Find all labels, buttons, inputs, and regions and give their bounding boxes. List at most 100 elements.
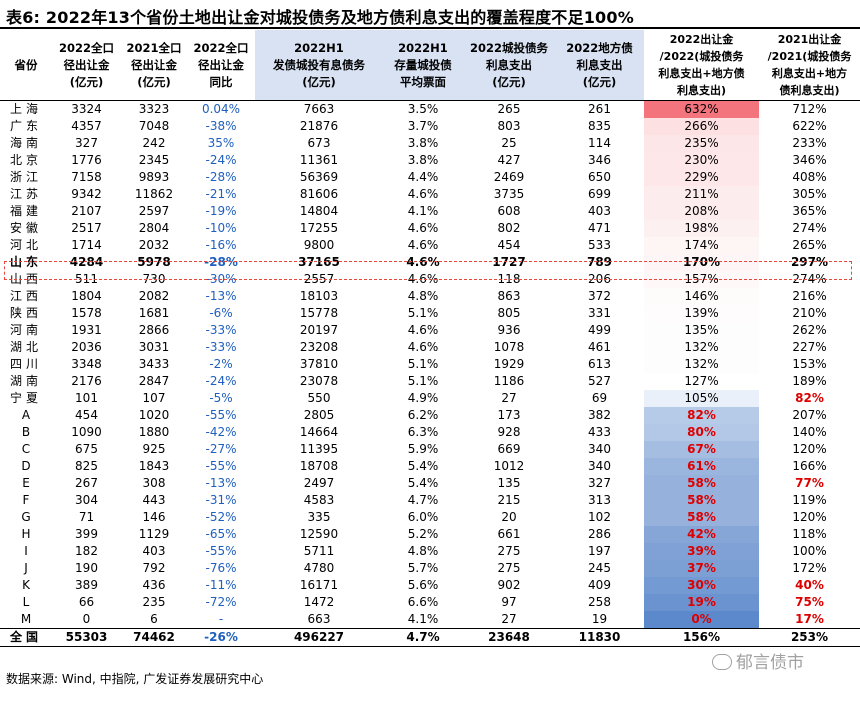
table-cell: 25 [501,136,517,150]
table-cell: -6% [209,306,233,320]
table-cell: -30% [205,272,237,286]
table-cell: 河南 [9,323,42,337]
table-cell: 172% [792,561,827,575]
table-cell: 675 [75,442,98,456]
table-cell: 2557 [303,272,335,286]
table-cell: 499 [588,323,611,337]
table-cell: 1931 [71,323,102,337]
table-cell: 2345 [138,153,170,167]
table-cell: 119% [792,493,827,507]
table-cell: 802 [497,221,521,235]
table-cell: -76% [205,561,237,575]
table-cell: 20197 [299,323,339,337]
table-row: 全国 55303 74462 -26% 496227 4.7% 23648 11830 156%… [0,628,860,647]
table-cell: 1129 [138,527,170,541]
table-cell: 803 [497,119,521,133]
col-header-yoy: 2022全口 径出让金 同比 [187,30,255,101]
table-cell: 146 [142,510,166,524]
table-cell: 6.2% [407,408,439,422]
table-cell: 105% [644,390,759,407]
table-body: 上海 3324 3323 0.04% 7663 3.5% 265 261 632% 712% 广东 4… [0,100,860,647]
table-cell: 5.1% [407,357,439,371]
table-cell: 118% [792,527,827,541]
coverage-table: 省份 2022全口 径出让金 (亿元) 2021全口 径出让金 (亿元) 2022全口径… [0,30,860,647]
table-cell: 河北 [9,238,42,252]
table-cell: 2805 [303,408,335,422]
table-cell: 399 [75,527,98,541]
table-row: 四川 3348 3433 -2% 37810 5.1% 1929 613 132% 153% [0,356,860,373]
table-cell: 4.6% [406,255,440,269]
table-cell: K [22,578,30,592]
table-cell: 27 [501,612,517,626]
table-cell: 3.8% [407,136,439,150]
table-cell: 18103 [299,289,339,303]
table-cell: 389 [75,578,98,592]
table-cell: -5% [209,391,233,405]
table-cell: 20 [501,510,517,524]
table-cell: 382 [588,408,611,422]
table-cell: 511 [75,272,98,286]
table-row: E 267 308 -13% 2497 5.4% 135 327 58% 77% [0,475,860,492]
table-cell: 7663 [303,102,335,116]
table-cell: 496227 [255,628,383,647]
table-cell: 69 [591,391,608,405]
table-cell: 229% [644,169,759,186]
table-cell: 7048 [138,119,170,133]
table-cell: 206 [588,272,611,286]
table-cell: 227% [792,340,827,354]
table-cell: 346 [588,153,611,167]
table-cell: 4.8% [407,289,439,303]
table-cell: 19 [591,612,608,626]
table-cell: D [21,459,31,473]
table-cell: 4.4% [407,170,439,184]
watermark: 郁言债市 [712,648,804,673]
table-cell: 1929 [493,357,525,371]
table-cell: 3323 [138,102,170,116]
table-cell: 156% [644,628,759,647]
table-cell: 198% [644,220,759,237]
table-row: 北京 1776 2345 -24% 11361 3.8% 427 346 230% 346% [0,152,860,169]
table-cell: 127% [644,373,759,390]
table-cell: 9800 [303,238,335,252]
table-cell: 100% [792,544,827,558]
table-cell: 5.9% [407,442,439,456]
table-cell: 58% [644,509,759,526]
table-cell: 608 [497,204,521,218]
table-cell: 61% [644,458,759,475]
table-cell: 5711 [303,544,335,558]
table-cell: 286 [588,527,611,541]
table-cell: 211% [644,186,759,203]
table-cell: 2597 [138,204,170,218]
table-row: 陕西 1578 1681 -6% 15778 5.1% 805 331 139% 210% [0,305,860,322]
table-cell: 120% [792,510,827,524]
table-cell: 265% [792,238,827,252]
table-cell: 2804 [138,221,170,235]
table-cell: -65% [205,527,237,541]
table-cell: J [24,561,28,575]
table-title: 表6: 2022年13个省份土地出让金对城投债务及地方债利息支出的覆盖程度不足1… [6,8,634,27]
table-cell: 82% [795,391,824,405]
table-cell: -11% [205,578,237,592]
table-cell: F [22,493,30,507]
table-cell: 11862 [134,187,174,201]
table-cell: 4.6% [407,323,439,337]
table-cell: 4.7% [407,493,439,507]
table-cell: -33% [205,323,237,337]
table-cell: 5.4% [407,476,439,490]
table-cell: 23648 [463,628,555,647]
table-row: F 304 443 -31% 4583 4.7% 215 313 58% 119% [0,492,860,509]
table-cell: 863 [497,289,521,303]
table-cell: 242 [142,136,166,150]
table-cell: 335 [307,510,331,524]
table-cell: 663 [307,612,331,626]
table-cell: 4.7% [383,628,463,647]
table-cell: 265 [497,102,521,116]
table-cell: 55303 [52,628,121,647]
table-cell: 北京 [9,153,42,167]
table-row: 福建 2107 2597 -19% 14804 4.1% 608 403 208% 365% [0,203,860,220]
table-cell: 4780 [303,561,335,575]
table-cell: -10% [205,221,237,235]
table-cell: 261 [588,102,611,116]
table-cell: 27 [501,391,517,405]
table-cell: 527 [588,374,611,388]
